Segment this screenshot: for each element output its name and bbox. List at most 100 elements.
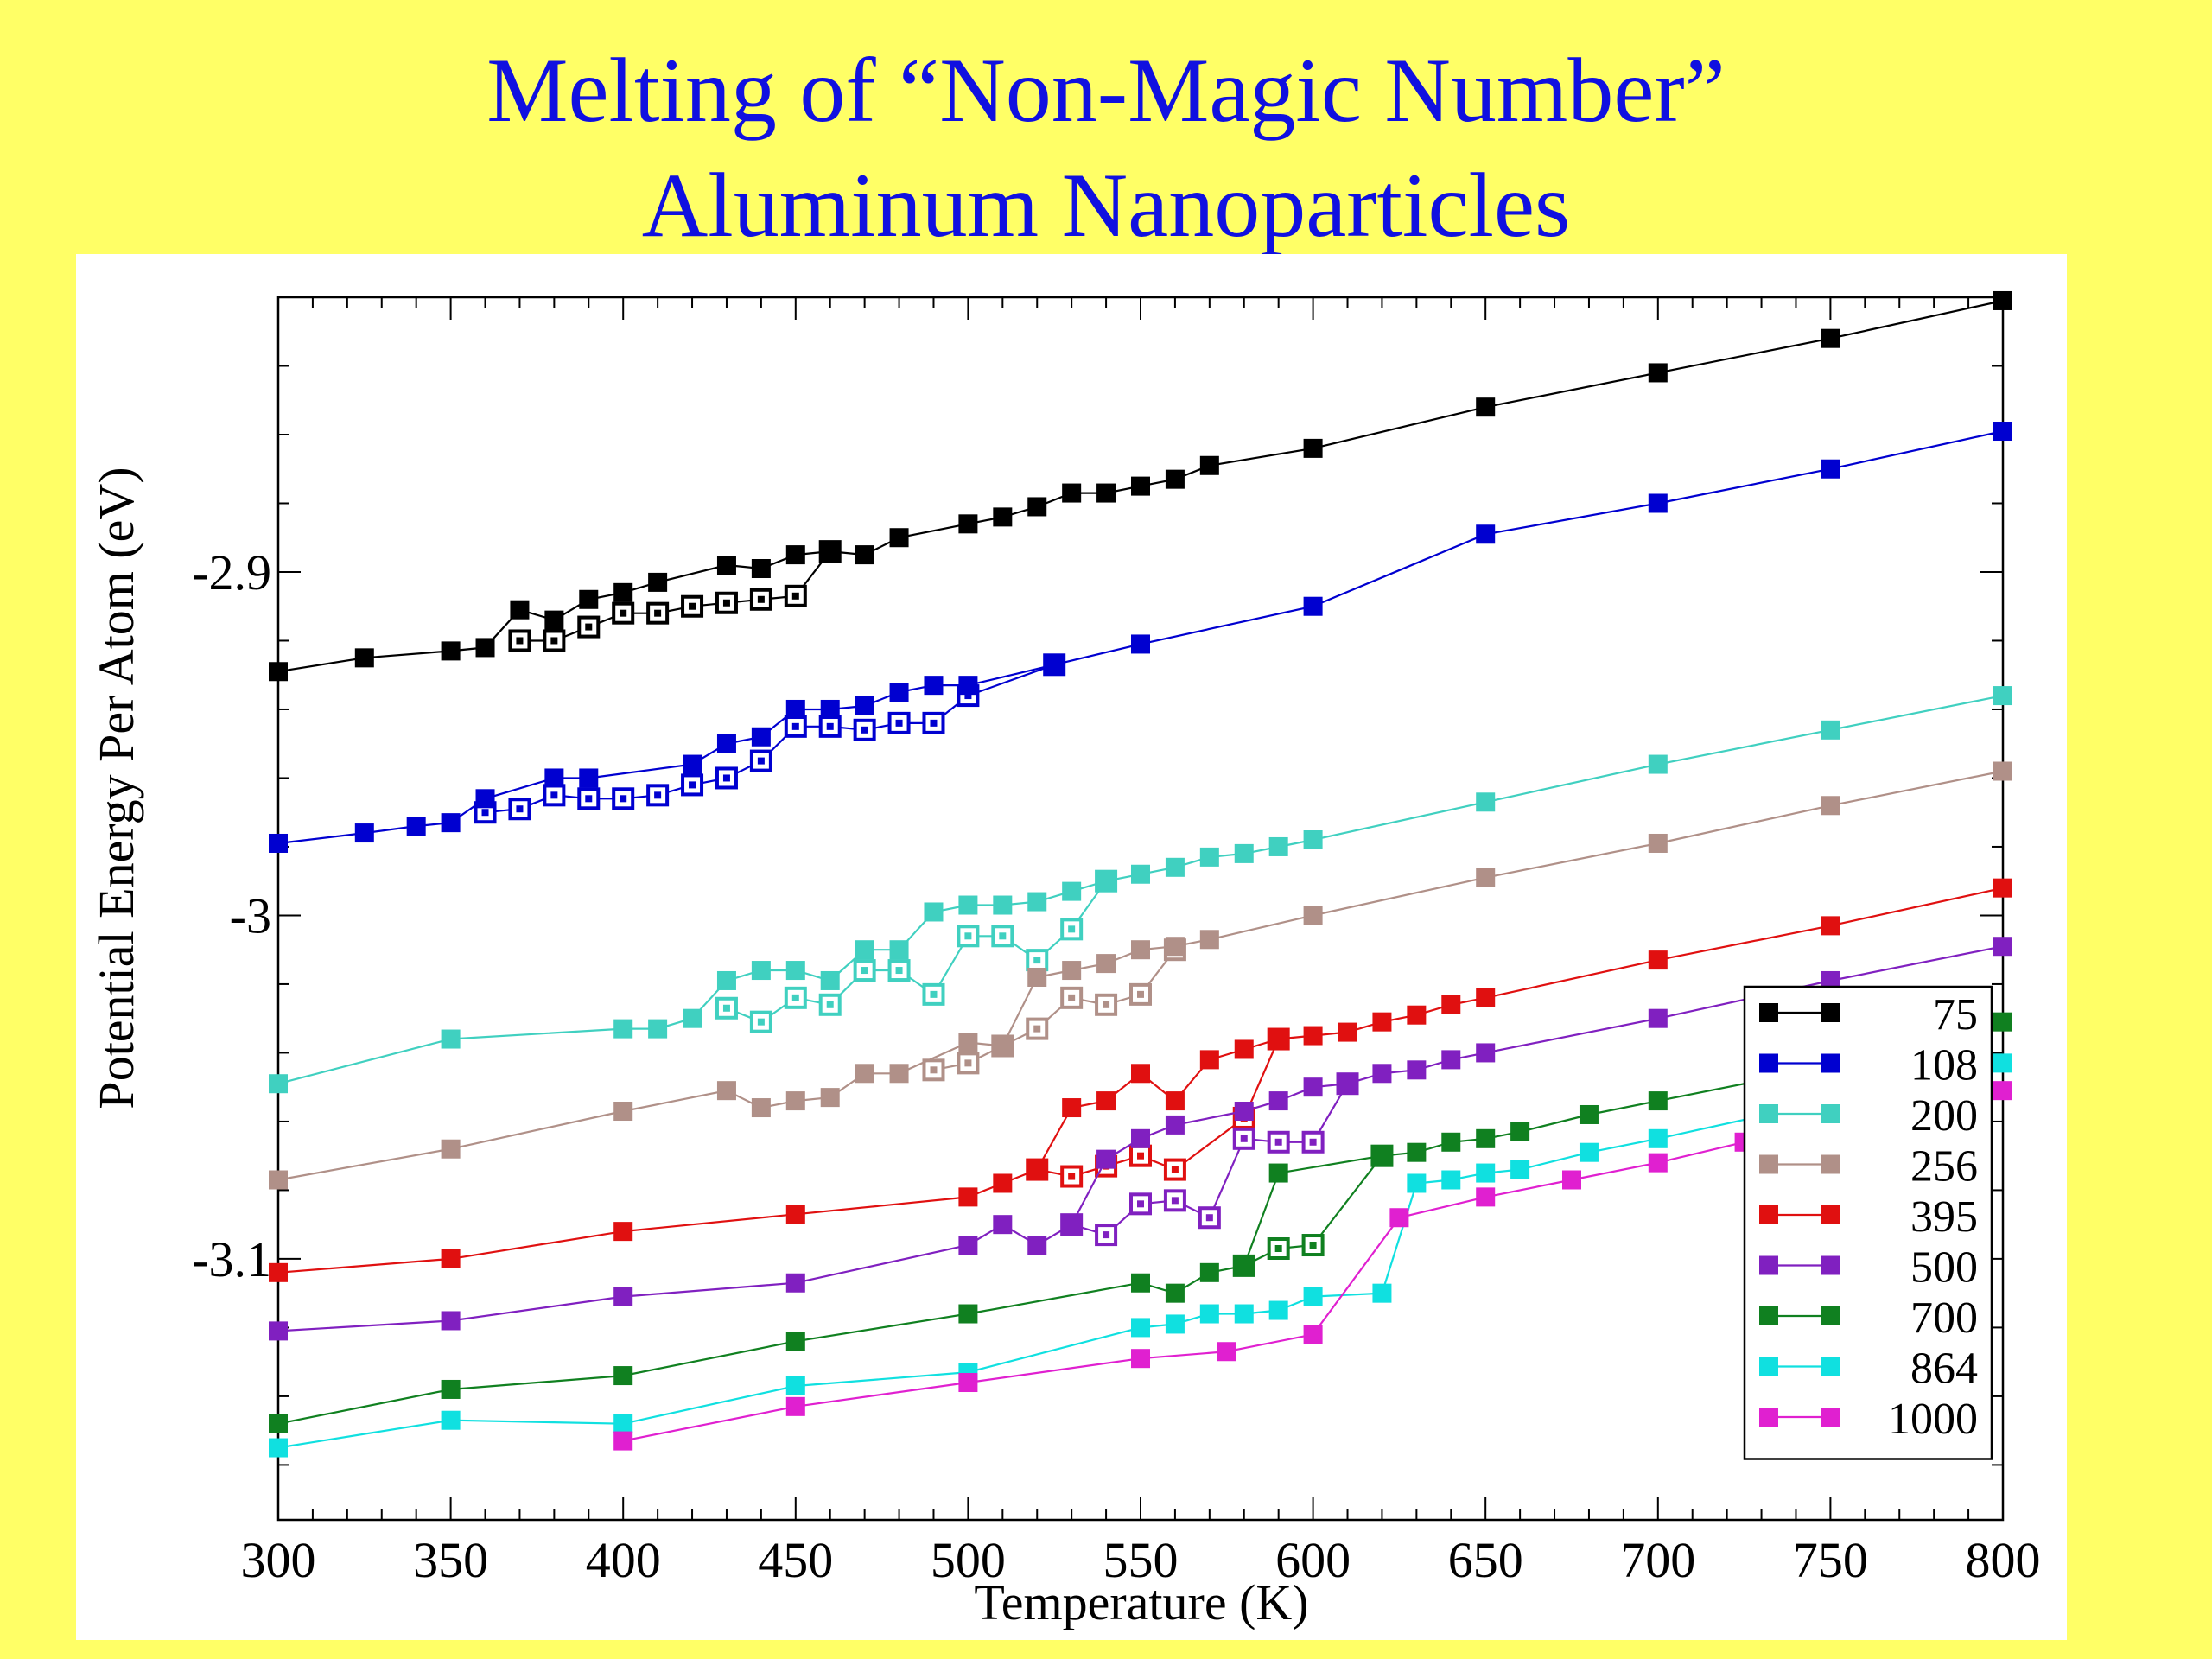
data-point-alt-center <box>1274 1244 1282 1252</box>
data-point <box>269 1262 288 1282</box>
data-point <box>354 823 374 843</box>
data-point <box>958 1187 978 1207</box>
data-point-alt-center <box>1137 1152 1144 1160</box>
data-point <box>441 1311 461 1331</box>
data-point-alt-center <box>550 791 558 799</box>
data-point <box>683 754 702 774</box>
data-point <box>1131 1064 1150 1084</box>
data-point <box>406 817 426 836</box>
data-point <box>1062 483 1082 503</box>
data-point <box>785 699 805 719</box>
data-point <box>1096 954 1116 974</box>
data-point-alt-center <box>722 774 730 782</box>
data-point <box>269 662 288 682</box>
x-tick-label: 450 <box>758 1532 833 1588</box>
data-point <box>1234 1304 1254 1324</box>
data-point <box>889 1064 909 1084</box>
legend-marker <box>1759 1255 1778 1275</box>
data-point <box>1062 881 1082 901</box>
data-point <box>1993 878 2012 898</box>
data-point <box>924 902 944 922</box>
data-point <box>1303 1287 1323 1306</box>
data-point <box>441 641 461 661</box>
data-point <box>820 699 840 719</box>
data-point <box>1096 1091 1116 1111</box>
data-point <box>785 1332 805 1351</box>
data-point-alt-center <box>654 609 662 617</box>
data-point <box>855 696 874 715</box>
data-point <box>1234 1102 1254 1122</box>
legend-label: 700 <box>1910 1294 1978 1343</box>
data-point-alt-center <box>791 994 799 1001</box>
data-point <box>1648 1153 1668 1173</box>
data-point <box>648 572 668 592</box>
data-point <box>1562 1170 1581 1190</box>
x-tick-label: 750 <box>1793 1532 1868 1588</box>
data-point <box>1131 1349 1150 1369</box>
data-point <box>1303 438 1323 458</box>
x-axis-label: Temperature (K) <box>974 1574 1308 1630</box>
data-point <box>751 727 771 747</box>
data-point-alt-center <box>689 602 696 610</box>
data-point <box>1199 847 1219 867</box>
data-point <box>751 1098 771 1118</box>
data-point <box>889 940 909 960</box>
data-point <box>1821 328 1840 348</box>
series-500 <box>269 937 2012 1341</box>
data-point <box>1441 1050 1461 1070</box>
data-point <box>855 545 874 565</box>
legend-item-256: 256 <box>1759 1142 1978 1192</box>
data-point <box>1579 1142 1599 1162</box>
legend-marker <box>1759 1154 1778 1174</box>
data-point <box>1648 1008 1668 1028</box>
data-point <box>1303 1026 1323 1046</box>
data-point-alt-center <box>895 967 903 975</box>
data-point <box>716 970 736 990</box>
data-point-alt-center <box>585 623 593 631</box>
data-point <box>441 1139 461 1159</box>
data-point <box>820 970 840 990</box>
data-point-alt-center <box>481 809 489 817</box>
data-point <box>613 1102 633 1122</box>
data-point <box>1027 497 1047 517</box>
data-point <box>958 895 978 915</box>
legend-marker <box>1821 1003 1840 1022</box>
data-point <box>1165 469 1185 489</box>
legend-item-1000: 1000 <box>1759 1395 1978 1444</box>
legend-item-864: 864 <box>1759 1344 1978 1394</box>
plot-panel: 300 350 400 450 500 550 600 650 700 750 800 -2.9 -3 -… <box>76 254 2067 1640</box>
data-point <box>1131 1128 1150 1148</box>
data-point <box>475 638 495 658</box>
data-point <box>1993 1053 2012 1073</box>
x-tick-label: 600 <box>1275 1532 1351 1588</box>
legend-item-700: 700 <box>1759 1294 1978 1343</box>
data-point <box>785 545 805 565</box>
data-point <box>1407 1005 1427 1025</box>
data-point <box>993 895 1013 915</box>
data-point <box>1027 1160 1047 1179</box>
data-point <box>648 1019 668 1039</box>
data-point <box>1510 1122 1530 1141</box>
data-point <box>1648 493 1668 513</box>
data-point <box>613 1414 633 1433</box>
data-point-alt-center <box>1033 957 1041 964</box>
data-point <box>579 589 599 609</box>
data-point <box>1476 792 1496 812</box>
x-tick-label: 550 <box>1103 1532 1179 1588</box>
series-700-alt-line <box>1243 1155 1383 1267</box>
data-point <box>1268 1091 1288 1111</box>
series-500-line <box>277 945 2004 1332</box>
data-point-alt-center <box>1274 1138 1282 1146</box>
data-point <box>1993 290 2012 310</box>
data-point-alt-center <box>757 757 765 765</box>
legend-marker <box>1759 1306 1778 1325</box>
data-point-alt-center <box>1068 994 1076 1001</box>
legend-marker <box>1759 1104 1778 1123</box>
data-point-alt-center <box>722 599 730 607</box>
data-point <box>1131 1273 1150 1293</box>
data-point <box>510 600 530 620</box>
data-point <box>1821 796 1840 816</box>
legend-marker <box>1759 1205 1778 1224</box>
axis-labels: Temperature (K) Potential Energy Per Ato… <box>88 467 1309 1630</box>
data-point <box>1648 950 1668 970</box>
